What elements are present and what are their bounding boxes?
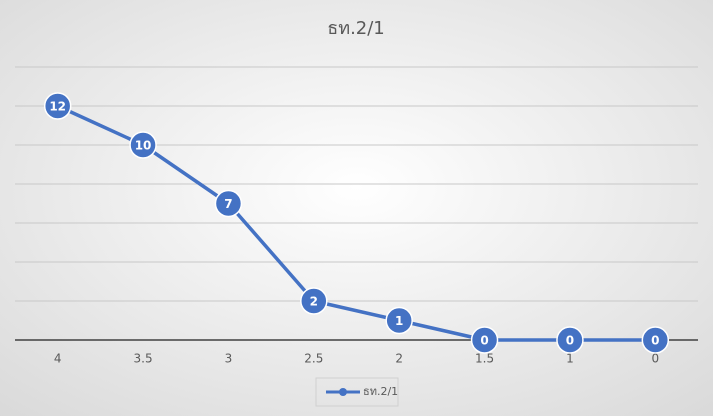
x-tick-label: 1 bbox=[566, 352, 574, 366]
x-tick-label: 2 bbox=[395, 352, 403, 366]
marker bbox=[300, 287, 328, 315]
marker bbox=[470, 326, 499, 354]
x-tick-label: 3 bbox=[225, 352, 233, 366]
marker bbox=[43, 92, 72, 120]
data-label: 10 bbox=[135, 139, 152, 153]
data-label: 1 bbox=[395, 314, 403, 328]
marker bbox=[385, 306, 413, 335]
legend-label: ธท.2/1 bbox=[363, 385, 398, 398]
x-tick-label: 0 bbox=[651, 352, 659, 366]
legend-box bbox=[315, 377, 399, 407]
data-label: 0 bbox=[566, 334, 574, 348]
data-label: 12 bbox=[49, 100, 66, 114]
data-label: 2 bbox=[310, 295, 318, 309]
data-label: 7 bbox=[224, 197, 232, 211]
data-label: 0 bbox=[480, 334, 488, 348]
marker bbox=[556, 326, 584, 354]
x-tick-label: 1.5 bbox=[475, 352, 494, 366]
marker bbox=[129, 131, 157, 159]
data-label: 0 bbox=[651, 334, 659, 348]
legend-marker bbox=[339, 388, 347, 396]
x-tick-label: 3.5 bbox=[134, 352, 153, 366]
chart-title: ธท.2/1 bbox=[327, 18, 385, 39]
x-tick-label: 2.5 bbox=[304, 352, 323, 366]
line bbox=[56, 104, 656, 342]
marker bbox=[214, 189, 243, 218]
x-tick-label: 4 bbox=[54, 352, 62, 366]
marker bbox=[641, 326, 670, 354]
